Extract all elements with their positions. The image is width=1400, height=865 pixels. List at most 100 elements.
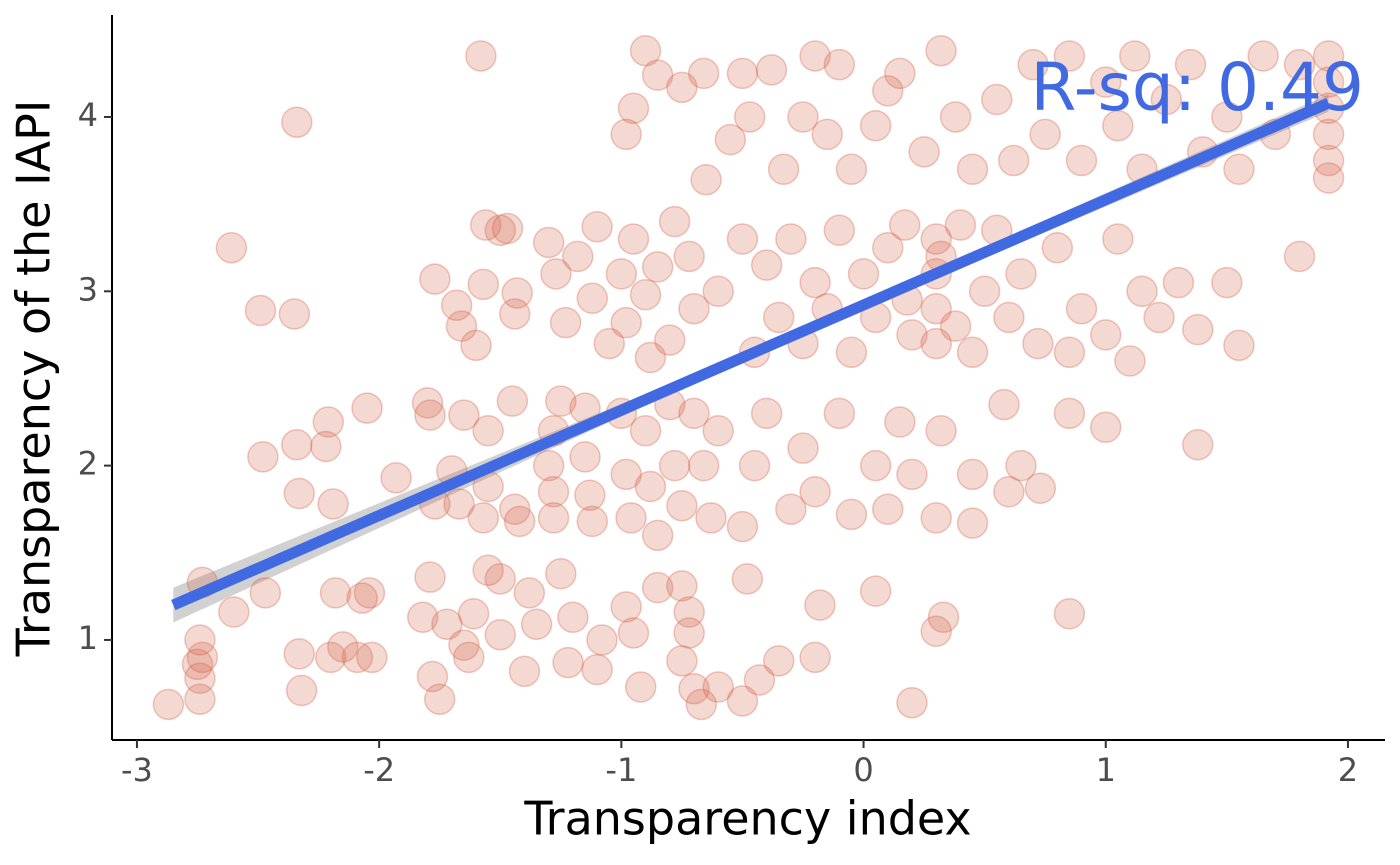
scatter-point (484, 214, 516, 247)
scatter-point (920, 615, 952, 647)
scatter-point (641, 59, 674, 91)
scatter-point (956, 507, 989, 539)
scatter-point (799, 641, 831, 674)
scatter-point (453, 641, 485, 674)
scatter-point (586, 624, 618, 656)
scatter-point (508, 655, 541, 688)
scatter-point (576, 282, 609, 315)
scatter-point (513, 577, 546, 609)
scatter-point (1312, 144, 1345, 177)
scatter-point (1065, 292, 1098, 325)
scatter-point (1005, 258, 1037, 290)
scatter-point (472, 554, 504, 586)
x-tick-label: 0 (853, 751, 873, 789)
scatter-point (859, 575, 892, 607)
scatter-point (184, 662, 216, 695)
scatter-point (939, 310, 972, 342)
scatter-point (687, 57, 720, 90)
scatter-point (1150, 83, 1183, 116)
scatter-point (351, 392, 383, 424)
scatter-point (787, 432, 819, 464)
scatter-point (872, 231, 904, 264)
scatter-point (448, 399, 480, 431)
y-tick-label: 1 (78, 619, 98, 657)
scatter-point (847, 258, 880, 290)
scatter-point (1283, 240, 1316, 273)
scatter-point (956, 336, 989, 369)
scatter-point (218, 596, 250, 628)
scatter-point (763, 645, 795, 677)
scatter-point (448, 629, 480, 661)
scatter-point (503, 505, 536, 538)
scatter-point (406, 601, 439, 634)
scatter-point (1247, 40, 1279, 72)
scatter-point (1053, 397, 1086, 430)
scatter-point (557, 601, 589, 634)
scatter-point (186, 641, 219, 674)
scatter-point (605, 258, 638, 290)
scatter-point (467, 502, 500, 534)
points-layer (152, 34, 1345, 721)
scatter-point (1102, 109, 1134, 142)
scatter-point (1022, 327, 1054, 360)
scatter-point (896, 319, 928, 351)
scatter-point (1312, 40, 1345, 72)
scatter-point (327, 631, 359, 663)
scatter-point (1089, 319, 1122, 351)
scatter-point (908, 136, 940, 168)
scatter-point (610, 591, 642, 623)
scatter-point (763, 301, 795, 334)
scatter-point (993, 301, 1025, 334)
scatter-point (634, 470, 667, 503)
scatter-point (666, 645, 698, 677)
scatter-point (414, 561, 446, 593)
y-axis-title: Transparency of the IAPI (7, 100, 61, 658)
scatter-point (467, 268, 500, 301)
scatter-point (925, 415, 957, 447)
scatter-point (610, 306, 642, 339)
scatter-point (956, 153, 989, 186)
scatter-point (654, 324, 686, 356)
scatter-point (472, 415, 504, 447)
scatter-point (1089, 66, 1122, 98)
scatter-point (750, 249, 783, 281)
scatter-point (1102, 223, 1134, 255)
scatter-point (678, 672, 710, 705)
scatter-point (641, 519, 674, 552)
scatter-point (884, 57, 916, 90)
scatter-point (469, 209, 502, 241)
y-tick-label: 2 (78, 445, 98, 483)
scatter-point (695, 502, 727, 534)
scatter-point (872, 75, 904, 107)
scatter-point (726, 223, 759, 255)
scatter-point (440, 289, 473, 321)
scatter-point (884, 406, 916, 438)
scatter-point (939, 101, 972, 133)
scatter-point (465, 40, 497, 72)
scatter-point (641, 251, 674, 283)
scatter-point (629, 279, 662, 311)
scatter-point (319, 577, 352, 609)
scatter-point (925, 34, 957, 67)
scatter-point (283, 477, 315, 510)
scatter-point (491, 212, 524, 245)
scatter-point (944, 209, 977, 241)
scatter-point (896, 686, 928, 719)
scatter-point (574, 479, 606, 512)
scatter-point (658, 205, 691, 238)
scatter-point (617, 617, 650, 649)
scatter-point (561, 240, 594, 273)
scatter-point (835, 336, 868, 369)
scatter-point (859, 449, 892, 482)
scatter-point (576, 505, 609, 538)
scatter-point (1223, 153, 1255, 186)
scatter-point (1312, 118, 1345, 151)
scatter-point (1223, 329, 1255, 362)
scatter-point (767, 153, 800, 186)
scatter-point (673, 596, 705, 628)
scatter-point (956, 458, 989, 491)
scatter-point (552, 646, 584, 679)
scatter-point (666, 489, 698, 522)
